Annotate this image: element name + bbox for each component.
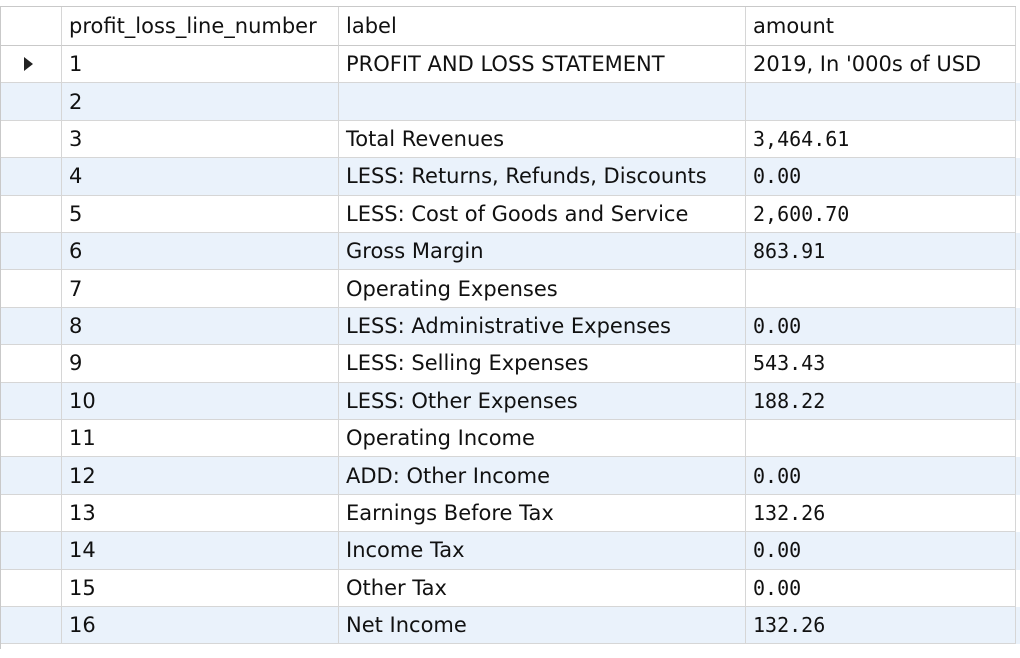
cell-label[interactable]: PROFIT AND LOSS STATEMENT	[339, 46, 746, 84]
row-selector[interactable]	[0, 120, 62, 159]
cell-amount[interactable]: 2019, In '000s of USD	[746, 46, 1016, 84]
cell-label[interactable]: Earnings Before Tax	[339, 494, 746, 533]
table-row[interactable]: 3 Total Revenues 3,464.61	[0, 120, 1020, 159]
cell-profit-loss-line-number[interactable]: 12	[62, 457, 339, 495]
cell-label[interactable]: LESS: Cost of Goods and Service	[339, 195, 746, 233]
cell-amount[interactable]: 3,464.61	[746, 120, 1016, 159]
cell-amount[interactable]: 0.00	[746, 532, 1016, 570]
column-header-label[interactable]: label	[339, 6, 746, 46]
row-selector[interactable]	[0, 420, 62, 458]
row-selector[interactable]	[0, 158, 62, 196]
cell-profit-loss-line-number[interactable]: 7	[62, 270, 339, 308]
row-selector[interactable]	[0, 307, 62, 346]
table-row[interactable]: 1 PROFIT AND LOSS STATEMENT 2019, In '000s…	[0, 46, 1020, 84]
cell-label[interactable]: ADD: Other Income	[339, 457, 746, 495]
table-row[interactable]: 16 Net Income 132.26	[0, 607, 1020, 645]
cell-profit-loss-line-number[interactable]: 10	[62, 382, 339, 420]
cell-label[interactable]: Other Tax	[339, 569, 746, 607]
row-selector[interactable]	[0, 382, 62, 420]
current-row-arrow-icon	[24, 57, 33, 72]
cell-profit-loss-line-number[interactable]: 6	[62, 233, 339, 271]
row-selector[interactable]	[0, 345, 62, 383]
cell-label[interactable]: Income Tax	[339, 532, 746, 570]
table-row[interactable]: 4 LESS: Returns, Refunds, Discounts 0.00	[0, 158, 1020, 196]
cell-profit-loss-line-number[interactable]: 13	[62, 494, 339, 533]
row-selector[interactable]	[0, 532, 62, 570]
row-selector[interactable]	[0, 607, 62, 645]
cell-label[interactable]: LESS: Returns, Refunds, Discounts	[339, 158, 746, 196]
cell-amount[interactable]	[746, 420, 1016, 458]
row-selector[interactable]	[0, 233, 62, 271]
cell-profit-loss-line-number[interactable]: 11	[62, 420, 339, 458]
table-row[interactable]: 12 ADD: Other Income 0.00	[0, 457, 1020, 495]
cell-label[interactable]: LESS: Selling Expenses	[339, 345, 746, 383]
table-row[interactable]: 10 LESS: Other Expenses 188.22	[0, 382, 1020, 420]
cell-amount[interactable]: 2,600.70	[746, 195, 1016, 233]
cell-amount[interactable]	[746, 83, 1016, 121]
cell-profit-loss-line-number[interactable]: 8	[62, 307, 339, 346]
cell-amount[interactable]: 132.26	[746, 607, 1016, 645]
cell-amount[interactable]: 0.00	[746, 307, 1016, 346]
cell-label[interactable]: Gross Margin	[339, 233, 746, 271]
cell-profit-loss-line-number[interactable]: 2	[62, 83, 339, 121]
cell-label[interactable]: LESS: Other Expenses	[339, 382, 746, 420]
table-row[interactable]: 7 Operating Expenses	[0, 270, 1020, 308]
cell-amount[interactable]	[746, 270, 1016, 308]
row-selector[interactable]	[0, 569, 62, 607]
cell-label[interactable]: Net Income	[339, 607, 746, 645]
cell-profit-loss-line-number[interactable]: 16	[62, 607, 339, 645]
row-selector[interactable]	[0, 46, 62, 84]
cell-label[interactable]: LESS: Administrative Expenses	[339, 307, 746, 346]
cell-profit-loss-line-number[interactable]: 4	[62, 158, 339, 196]
cell-label[interactable]: Operating Income	[339, 420, 746, 458]
table-row[interactable]: 15 Other Tax 0.00	[0, 569, 1020, 607]
table-row[interactable]: 8 LESS: Administrative Expenses 0.00	[0, 307, 1020, 346]
column-header-row: profit_loss_line_number label amount	[0, 6, 1020, 46]
table-row[interactable]: 6 Gross Margin 863.91	[0, 233, 1020, 271]
cell-profit-loss-line-number[interactable]: 5	[62, 195, 339, 233]
cell-amount[interactable]: 188.22	[746, 382, 1016, 420]
cell-label[interactable]: Operating Expenses	[339, 270, 746, 308]
cell-profit-loss-line-number[interactable]: 14	[62, 532, 339, 570]
cell-profit-loss-line-number[interactable]: 15	[62, 569, 339, 607]
table-row[interactable]: 9 LESS: Selling Expenses 543.43	[0, 345, 1020, 383]
row-selector[interactable]	[0, 270, 62, 308]
cell-amount[interactable]: 863.91	[746, 233, 1016, 271]
row-selector[interactable]	[0, 494, 62, 533]
row-selector[interactable]	[0, 457, 62, 495]
table-row[interactable]: 14 Income Tax 0.00	[0, 532, 1020, 570]
cell-profit-loss-line-number[interactable]: 9	[62, 345, 339, 383]
table-row[interactable]: 11 Operating Income	[0, 420, 1020, 458]
table-row[interactable]: 5 LESS: Cost of Goods and Service 2,600.70	[0, 195, 1020, 233]
cell-amount[interactable]: 0.00	[746, 569, 1016, 607]
column-header-amount[interactable]: amount	[746, 6, 1016, 46]
cell-profit-loss-line-number[interactable]: 3	[62, 120, 339, 159]
row-selector-header[interactable]	[0, 6, 62, 46]
cell-label[interactable]	[339, 83, 746, 121]
cell-amount[interactable]: 132.26	[746, 494, 1016, 533]
column-header-profit-loss-line-number[interactable]: profit_loss_line_number	[62, 6, 339, 46]
row-selector[interactable]	[0, 195, 62, 233]
cell-label[interactable]: Total Revenues	[339, 120, 746, 159]
cell-amount[interactable]: 0.00	[746, 158, 1016, 196]
table-row[interactable]: 2	[0, 83, 1020, 121]
cell-amount[interactable]: 543.43	[746, 345, 1016, 383]
cell-profit-loss-line-number[interactable]: 1	[62, 46, 339, 84]
cell-amount[interactable]: 0.00	[746, 457, 1016, 495]
table-row[interactable]: 13 Earnings Before Tax 132.26	[0, 494, 1020, 533]
row-selector[interactable]	[0, 83, 62, 121]
